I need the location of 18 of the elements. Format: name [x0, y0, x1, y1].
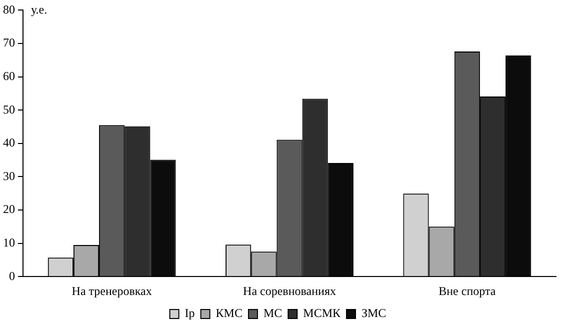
legend-label: КМС	[216, 306, 242, 320]
x-tick-label: На тренеровках	[72, 284, 152, 298]
legend-label: Iр	[184, 306, 195, 320]
y-axis-title: у.е.	[31, 2, 48, 16]
y-tick-label: 10	[3, 235, 15, 250]
legend-label: ЗМС	[362, 306, 386, 320]
legend-label: МС	[263, 306, 282, 320]
y-tick-label: 50	[3, 102, 15, 116]
y-tick-label: 40	[3, 136, 15, 150]
y-tick-label: 0	[9, 268, 15, 283]
y-tick-label: 20	[3, 202, 15, 216]
y-tick-label: 70	[3, 36, 15, 50]
x-tick-label: Вне спорта	[438, 284, 496, 298]
x-tick-label: На соревнованиях	[243, 284, 336, 298]
legend-label: МСМК	[303, 306, 342, 320]
y-tick-label: 30	[3, 168, 15, 183]
y-tick-label: 60	[3, 68, 15, 83]
y-tick-label: 80	[3, 2, 15, 16]
